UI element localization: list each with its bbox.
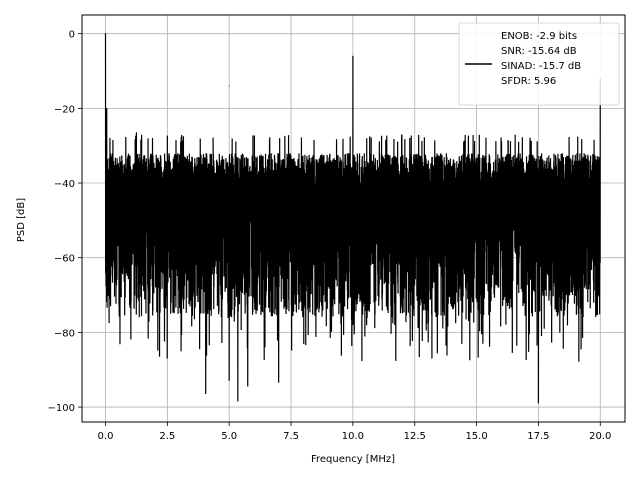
y-tick-label: −80 [54, 328, 75, 339]
legend-entry-line: SNR: -15.64 dB [501, 46, 577, 57]
x-tick-label: 10.0 [342, 431, 364, 442]
x-tick-label: 15.0 [465, 431, 487, 442]
x-tick-label: 7.5 [283, 431, 299, 442]
legend-entry-line: ENOB: -2.9 bits [501, 31, 577, 42]
y-tick-label: 0 [69, 30, 75, 41]
y-tick-label: −20 [54, 104, 75, 115]
spectral-peak [135, 132, 137, 134]
x-tick-label: 12.5 [404, 431, 426, 442]
x-tick-label: 5.0 [221, 431, 237, 442]
legend-box [458, 22, 620, 106]
y-tick-label: −40 [54, 179, 75, 190]
x-tick-label: 17.5 [527, 431, 549, 442]
axes: 0.0 2.5 5.0 7.5 10.0 12.5 15.0 17.5 20.0 0 −20 −40 −… [48, 14, 626, 442]
legend: ENOB: -2.9 bits SNR: -15.64 dB SINAD: -15.… [458, 22, 620, 106]
y-axis-label: PSD [dB] [16, 198, 27, 242]
axes-frame [81, 14, 626, 423]
y-tick-label: −100 [48, 403, 75, 414]
spectral-peak [105, 33, 107, 35]
x-tick-label: 2.5 [159, 431, 175, 442]
spectral-peak [352, 55, 354, 57]
legend-entry-line: SFDR: 5.96 [501, 76, 556, 87]
legend-entry-line: SINAD: -15.7 dB [501, 61, 581, 72]
x-tick-label: 0.0 [98, 431, 114, 442]
spectral-peak [228, 85, 230, 87]
x-tick-label: 20.0 [589, 431, 611, 442]
x-axis-label: Frequency [MHz] [311, 454, 395, 465]
spectral-peak [106, 107, 108, 109]
y-tick-label: −60 [54, 254, 75, 265]
